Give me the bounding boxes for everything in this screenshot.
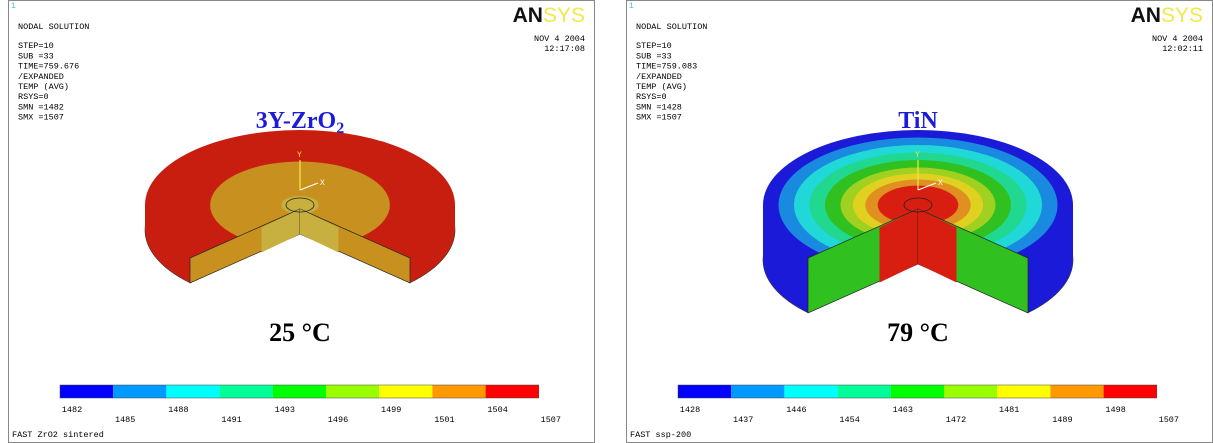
triad-label: X (938, 179, 943, 188)
colorbar-label: 1472 (946, 415, 966, 425)
colorbar-segment (326, 385, 380, 398)
colorbar-segment (1050, 385, 1104, 398)
colorbar-label: 1493 (275, 405, 295, 415)
index: 1 (629, 2, 634, 11)
triad-axis (299, 182, 319, 191)
colorbar-label: 1491 (221, 415, 241, 425)
colorbar-segment (113, 385, 167, 398)
colorbar-label: 1488 (168, 405, 188, 415)
model-center-mark (285, 197, 315, 213)
colorbar-segment (731, 385, 785, 398)
colorbar-segment (890, 385, 944, 398)
logo-light: SYS (543, 4, 585, 27)
colorbar-label: 1463 (893, 405, 913, 415)
header-line: RSYS=0 (18, 92, 49, 102)
material-text: TiN (898, 108, 938, 134)
header-line: TIME=759.083 (636, 62, 697, 72)
colorbar-label: 1498 (1105, 405, 1125, 415)
header-line: TEMP (AVG) (636, 82, 687, 92)
triad-label: Y (297, 151, 302, 160)
date: NOV 4 2004 (1152, 34, 1203, 44)
logo-light: SYS (1161, 4, 1203, 27)
colorbar-segment (784, 385, 838, 398)
triad-label: X (320, 179, 325, 188)
triad-axis (917, 182, 937, 191)
colorbar-border (677, 384, 1158, 399)
material-subscript: 2 (336, 120, 344, 137)
logo-dark: AN (1131, 4, 1161, 27)
index: 1 (11, 2, 16, 11)
temperature-label: 79 °C (887, 318, 949, 347)
colorbar-label: 1454 (839, 415, 859, 425)
colorbar-label: 1489 (1052, 415, 1072, 425)
model-ring (877, 185, 959, 225)
header-line: NODAL SOLUTION (18, 22, 89, 32)
header-line: /EXPANDED (636, 72, 682, 82)
triad-label: Y (915, 151, 920, 160)
header-line: SMN =1482 (18, 102, 64, 112)
colorbar-segment (166, 385, 220, 398)
material-label: 3Y-ZrO2 (256, 108, 344, 137)
footer: FAST ssp-200 (630, 430, 691, 440)
header-line: SMX =1507 (636, 113, 682, 123)
header-line: TEMP (AVG) (18, 82, 69, 92)
colorbar-segment (485, 385, 539, 398)
colorbar-segment (837, 385, 891, 398)
colorbar-label: 1428 (680, 405, 700, 415)
colorbar-label: 1496 (328, 415, 348, 425)
colorbar-label: 1507 (541, 415, 561, 425)
date: NOV 4 2004 (534, 34, 585, 44)
material-label: TiN (898, 108, 938, 134)
header-line: SMN =1428 (636, 102, 682, 112)
ansys-logo: ANSYS (1131, 4, 1203, 27)
colorbar-segment (1103, 385, 1157, 398)
material-text: 3Y-ZrO (256, 108, 336, 134)
temperature-label: 25 °C (269, 318, 331, 347)
header-line: STEP=10 (636, 41, 672, 51)
header-line: SMX =1507 (18, 113, 64, 123)
model-ring (281, 196, 319, 214)
model-cut-core (300, 209, 339, 253)
colorbar-label: 1507 (1159, 415, 1179, 425)
colorbar-segment (997, 385, 1051, 398)
colorbar-label: 1499 (381, 405, 401, 415)
ansys-logo: ANSYS (513, 4, 585, 27)
colorbar-label: 1437 (733, 415, 753, 425)
colorbar-border (59, 384, 540, 399)
colorbar-label: 1501 (434, 415, 454, 425)
header-line: SUB =33 (636, 51, 672, 61)
footer: FAST ZrO2 sintered (12, 430, 104, 440)
header-line: NODAL SOLUTION (636, 22, 707, 32)
time: 12:17:08 (544, 44, 585, 54)
colorbar-segment (60, 385, 114, 398)
colorbar-label: 1482 (62, 405, 82, 415)
header-line: /EXPANDED (18, 72, 64, 82)
model-cut-core (879, 209, 918, 283)
colorbar-label: 1504 (487, 405, 507, 415)
colorbar-segment (379, 385, 433, 398)
colorbar-segment (678, 385, 732, 398)
model-center-mark (903, 197, 933, 213)
header-line: TIME=759.676 (18, 62, 79, 72)
colorbar-segment (272, 385, 326, 398)
header-line: SUB =33 (18, 51, 54, 61)
header-line: STEP=10 (18, 41, 54, 51)
colorbar-segment (944, 385, 998, 398)
model-cut-core (918, 209, 957, 283)
model-cut-core (261, 209, 300, 253)
header-line: RSYS=0 (636, 92, 667, 102)
time: 12:02:11 (1162, 44, 1203, 54)
colorbar-segment (432, 385, 486, 398)
colorbar-label: 1446 (786, 405, 806, 415)
logo-dark: AN (513, 4, 543, 27)
colorbar-label: 1485 (115, 415, 135, 425)
colorbar-segment (219, 385, 273, 398)
colorbar-label: 1481 (999, 405, 1019, 415)
